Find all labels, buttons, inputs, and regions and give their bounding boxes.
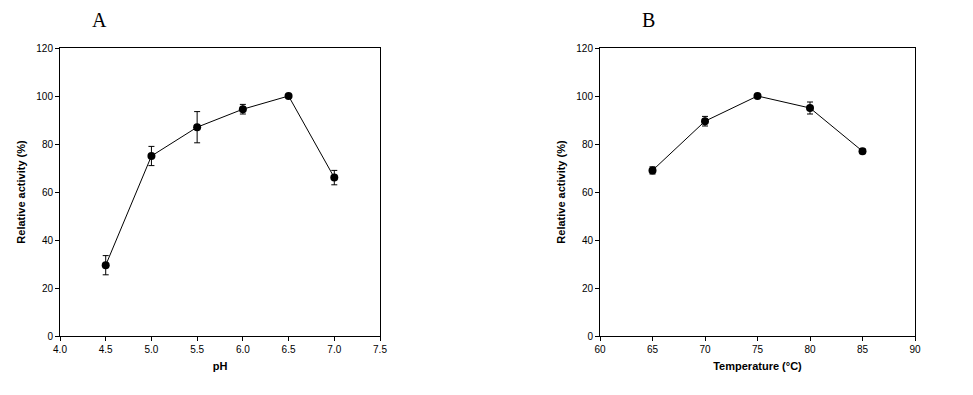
svg-text:70: 70 [699, 344, 711, 355]
svg-text:A: A [92, 9, 107, 31]
svg-text:5.5: 5.5 [190, 344, 204, 355]
svg-text:6.5: 6.5 [282, 344, 296, 355]
svg-text:7.5: 7.5 [373, 344, 387, 355]
svg-text:0: 0 [47, 331, 53, 342]
svg-text:20: 20 [582, 283, 594, 294]
svg-text:Relative activity (%): Relative activity (%) [555, 140, 567, 244]
svg-text:pH: pH [213, 360, 228, 372]
svg-text:80: 80 [804, 344, 816, 355]
svg-text:20: 20 [42, 283, 54, 294]
svg-text:40: 40 [42, 235, 54, 246]
svg-text:90: 90 [909, 344, 921, 355]
svg-text:4.5: 4.5 [99, 344, 113, 355]
svg-text:85: 85 [857, 344, 869, 355]
svg-text:65: 65 [647, 344, 659, 355]
svg-text:120: 120 [36, 43, 53, 54]
svg-text:60: 60 [582, 187, 594, 198]
svg-text:6.0: 6.0 [236, 344, 250, 355]
svg-text:120: 120 [576, 43, 593, 54]
svg-text:0: 0 [587, 331, 593, 342]
svg-text:100: 100 [36, 91, 53, 102]
svg-text:60: 60 [42, 187, 54, 198]
svg-text:Relative activity (%): Relative activity (%) [15, 140, 27, 244]
svg-text:80: 80 [42, 139, 54, 150]
svg-text:75: 75 [752, 344, 764, 355]
svg-text:60: 60 [594, 344, 606, 355]
svg-text:B: B [642, 9, 655, 31]
svg-text:4.0: 4.0 [53, 344, 67, 355]
svg-text:80: 80 [582, 139, 594, 150]
svg-text:100: 100 [576, 91, 593, 102]
svg-text:5.0: 5.0 [144, 344, 158, 355]
svg-text:40: 40 [582, 235, 594, 246]
svg-text:7.0: 7.0 [327, 344, 341, 355]
svg-text:Temperature (°C): Temperature (°C) [713, 360, 802, 372]
